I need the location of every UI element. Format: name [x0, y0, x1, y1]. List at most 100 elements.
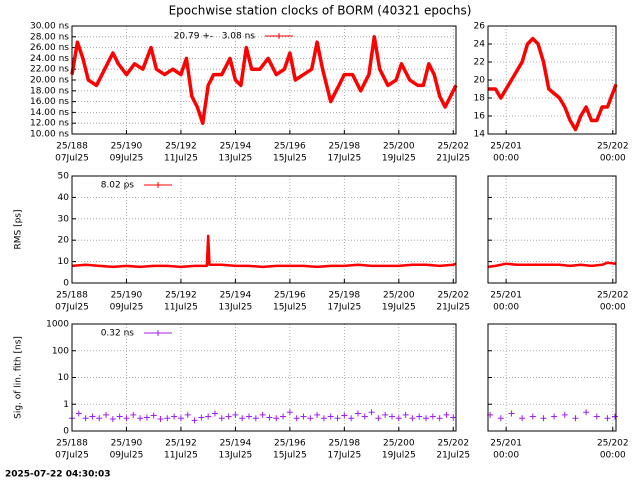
x-tick-label: 25/200 — [383, 439, 415, 449]
x-tick-sublabel: 09Jul25 — [110, 154, 144, 164]
legend-marker — [276, 33, 282, 39]
point — [314, 411, 321, 418]
point — [293, 415, 300, 422]
x-tick-sublabel: 17Jul25 — [327, 303, 361, 313]
point — [252, 415, 259, 422]
point — [409, 415, 416, 422]
point — [198, 414, 205, 421]
y-tick-label: 1 — [63, 400, 69, 410]
point — [368, 409, 375, 416]
x-tick-label: 25/202 — [597, 439, 629, 449]
x-tick-sublabel: 07Jul25 — [55, 303, 89, 313]
legend-marker — [155, 182, 161, 188]
point — [561, 411, 568, 418]
point — [266, 414, 273, 421]
x-tick-sublabel: 13Jul25 — [219, 451, 253, 461]
point — [361, 413, 368, 420]
y-tick-label: 26 — [474, 22, 486, 32]
y-tick-label: 16 — [474, 112, 486, 122]
x-tick-label: 25/188 — [56, 439, 88, 449]
point — [416, 413, 423, 420]
x-tick-sublabel: 19Jul25 — [382, 154, 416, 164]
y-tick-label: 0 — [63, 279, 69, 289]
y-tick-label: 26.00 ns — [30, 43, 69, 53]
point — [280, 413, 287, 420]
x-tick-sublabel: 00:00 — [600, 303, 626, 313]
plot-frame — [71, 323, 457, 432]
point — [116, 413, 123, 420]
legend-marker — [155, 330, 161, 336]
x-tick-label: 25/196 — [274, 439, 306, 449]
y-tick-label: 30 — [58, 214, 70, 224]
x-tick-label: 25/202 — [437, 142, 469, 152]
y-tick-label: 28.00 ns — [30, 32, 69, 42]
y-axis-label: RMS [ps] — [14, 209, 24, 249]
x-tick-label: 25/202 — [437, 439, 469, 449]
x-tick-label: 25/201 — [490, 439, 522, 449]
point — [443, 411, 450, 418]
point — [354, 410, 361, 417]
x-tick-label: 25/194 — [220, 142, 252, 152]
x-tick-label: 25/202 — [437, 291, 469, 301]
point — [551, 413, 558, 420]
x-tick-sublabel: 09Jul25 — [110, 451, 144, 461]
y-tick-label: 20 — [58, 236, 70, 246]
point — [96, 415, 103, 422]
point — [130, 411, 137, 418]
point — [177, 415, 184, 422]
x-tick-sublabel: 15Jul25 — [273, 451, 307, 461]
series-line — [71, 234, 457, 269]
x-tick-label: 25/196 — [274, 291, 306, 301]
point — [334, 415, 341, 422]
point — [184, 411, 191, 418]
point — [450, 414, 457, 421]
x-tick-sublabel: 13Jul25 — [219, 303, 253, 313]
plot-frame — [487, 323, 617, 432]
point — [348, 415, 355, 422]
x-tick-sublabel: 00:00 — [493, 451, 519, 461]
x-tick-label: 25/201 — [490, 142, 522, 152]
point — [497, 415, 504, 422]
point — [205, 413, 212, 420]
point — [259, 411, 266, 418]
x-tick-sublabel: 00:00 — [493, 154, 519, 164]
point — [300, 413, 307, 420]
point — [375, 415, 382, 422]
x-tick-label: 25/194 — [220, 291, 252, 301]
point — [89, 413, 96, 420]
y-tick-label: 30.00 ns — [30, 22, 69, 32]
point — [191, 417, 198, 424]
point — [232, 411, 239, 418]
legend-label: 20.79 +- 3.08 ns — [174, 32, 256, 42]
legend-label: 0.32 ns — [101, 329, 135, 339]
y-tick-label: 20.00 ns — [30, 76, 69, 86]
point — [211, 410, 218, 417]
x-tick-sublabel: 21Jul25 — [436, 303, 470, 313]
point — [389, 413, 395, 420]
point — [143, 414, 150, 421]
plot-frame — [487, 25, 617, 135]
x-tick-label: 25/202 — [597, 142, 629, 152]
point — [320, 415, 327, 422]
y-tick-label: 50 — [58, 172, 70, 182]
point — [429, 413, 436, 420]
point — [225, 413, 232, 420]
x-tick-sublabel: 00:00 — [600, 154, 626, 164]
point — [540, 415, 547, 422]
point — [611, 413, 618, 420]
point — [604, 415, 611, 422]
y-tick-label: 18.00 ns — [30, 86, 69, 96]
series-line — [487, 261, 617, 269]
timestamp: 2025-07-22 04:30:03 — [5, 470, 110, 480]
x-tick-label: 25/200 — [383, 291, 415, 301]
y-axis-label: Sig. of lin. fith [ns] — [14, 336, 24, 419]
plot-frame — [71, 175, 457, 284]
y-tick-label: 1000 — [46, 320, 69, 330]
point — [327, 413, 334, 420]
point — [395, 415, 402, 422]
x-tick-label: 25/198 — [329, 142, 361, 152]
x-tick-label: 25/188 — [56, 291, 88, 301]
x-tick-sublabel: 13Jul25 — [219, 154, 253, 164]
y-tick-label: 40 — [58, 193, 70, 203]
x-tick-label: 25/201 — [490, 291, 522, 301]
